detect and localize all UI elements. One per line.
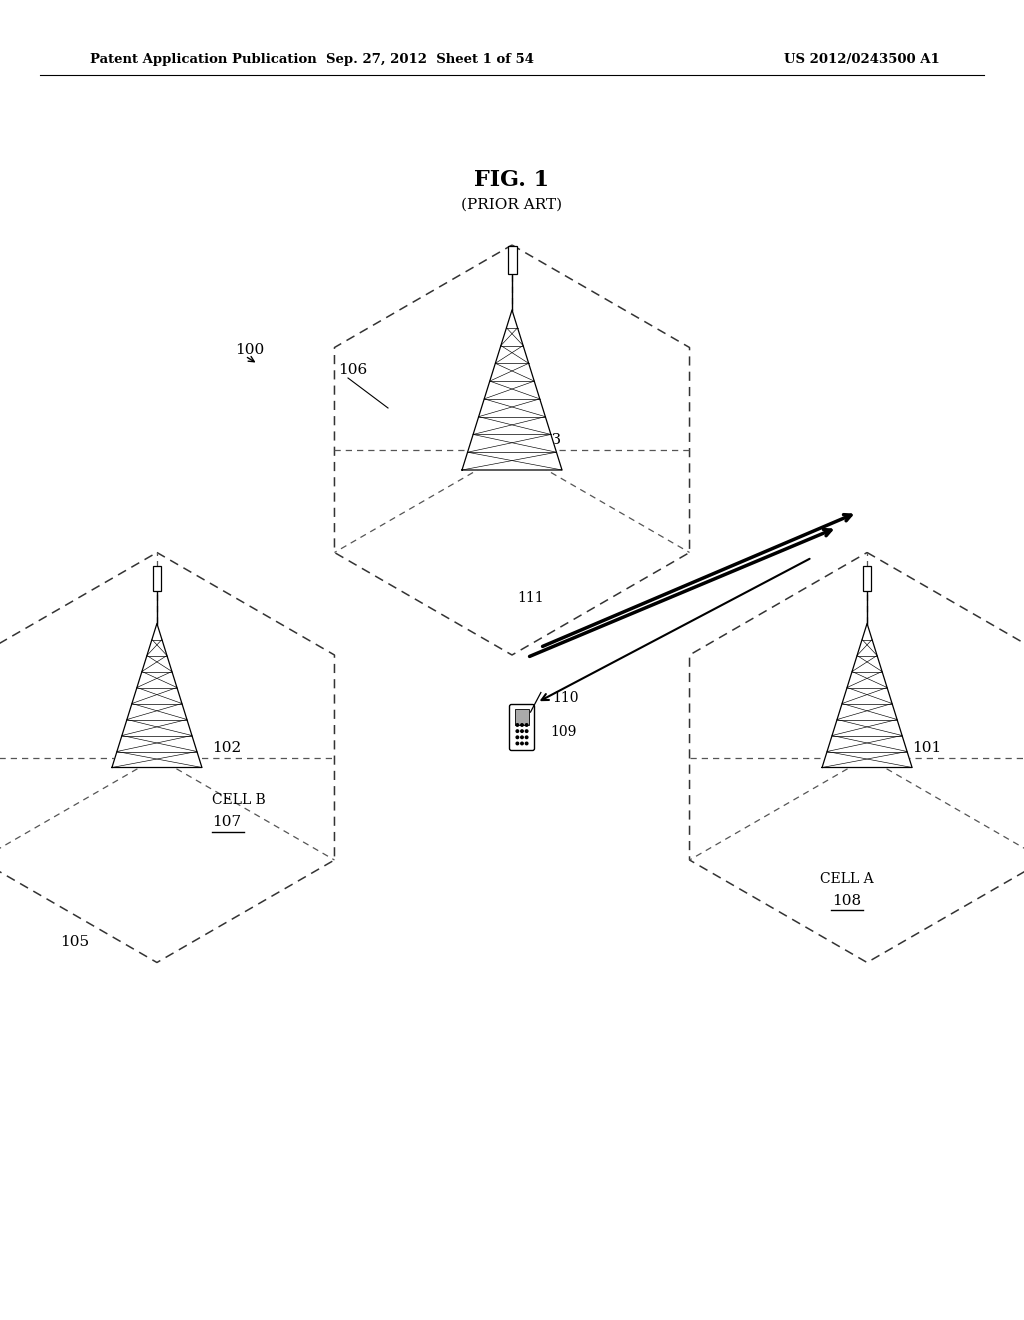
Circle shape xyxy=(525,730,528,733)
Text: US 2012/0243500 A1: US 2012/0243500 A1 xyxy=(784,54,940,66)
Circle shape xyxy=(516,737,518,739)
Text: 108: 108 xyxy=(833,894,861,908)
Text: 111: 111 xyxy=(517,590,544,605)
Text: 102: 102 xyxy=(212,741,242,755)
Circle shape xyxy=(521,742,523,744)
Text: CELL A: CELL A xyxy=(820,873,873,886)
Circle shape xyxy=(525,742,528,744)
Circle shape xyxy=(516,742,518,744)
Polygon shape xyxy=(112,623,202,767)
Circle shape xyxy=(521,723,523,726)
Text: 103: 103 xyxy=(532,433,561,447)
Text: Patent Application Publication: Patent Application Publication xyxy=(90,54,316,66)
Text: (PRIOR ART): (PRIOR ART) xyxy=(462,198,562,213)
Polygon shape xyxy=(462,310,562,470)
Circle shape xyxy=(516,723,518,726)
Circle shape xyxy=(521,730,523,733)
Text: 107: 107 xyxy=(212,816,241,829)
Polygon shape xyxy=(822,623,912,767)
Text: 110: 110 xyxy=(552,690,579,705)
Text: FIG. 1: FIG. 1 xyxy=(474,169,550,191)
Text: CELL B: CELL B xyxy=(212,793,265,808)
FancyBboxPatch shape xyxy=(510,705,535,751)
Text: 106: 106 xyxy=(338,363,368,378)
Circle shape xyxy=(525,737,528,739)
Bar xyxy=(153,566,161,591)
Text: 101: 101 xyxy=(912,741,941,755)
Text: 100: 100 xyxy=(234,343,264,356)
Circle shape xyxy=(521,737,523,739)
Circle shape xyxy=(525,723,528,726)
Text: 105: 105 xyxy=(60,936,89,949)
Bar xyxy=(508,247,516,273)
Text: Sep. 27, 2012  Sheet 1 of 54: Sep. 27, 2012 Sheet 1 of 54 xyxy=(326,54,534,66)
Bar xyxy=(515,709,529,726)
Bar xyxy=(863,566,871,591)
Circle shape xyxy=(516,730,518,733)
Text: 109: 109 xyxy=(550,726,577,739)
